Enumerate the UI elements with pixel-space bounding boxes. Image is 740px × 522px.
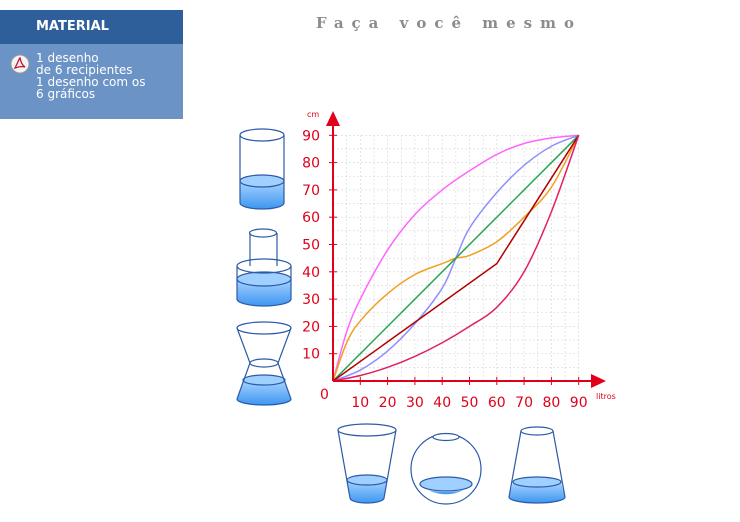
- page-title: Faça você mesmo: [316, 14, 582, 32]
- series-line-6: [332, 135, 580, 382]
- x-tick-label: 90: [570, 395, 588, 411]
- series-line-4: [332, 134, 580, 382]
- x-tick-label: 40: [433, 395, 451, 411]
- y-tick-label: 80: [302, 156, 320, 172]
- material-item[interactable]: 1 desenho com os: [36, 75, 146, 89]
- cylinder-container-icon: [239, 128, 285, 210]
- stepped-cylinder-container-icon: [236, 228, 292, 307]
- x-axis-label: litros: [596, 392, 616, 401]
- material-list: 1 desenho de 6 recipientes 1 desenho com…: [0, 44, 183, 100]
- origin-label: 0: [320, 387, 329, 403]
- pdf-icon[interactable]: [10, 54, 30, 74]
- x-tick-label: 20: [379, 395, 397, 411]
- x-tick-label: 10: [351, 395, 369, 411]
- material-item[interactable]: 1 desenho: [36, 51, 99, 65]
- series-line-1: [332, 134, 579, 382]
- sphere-container-icon: [410, 432, 482, 505]
- x-tick-label: 80: [542, 395, 560, 411]
- y-tick-label: 60: [302, 210, 320, 226]
- series-line-3: [332, 134, 580, 382]
- y-axis-label: cm: [307, 110, 319, 119]
- material-panel: MATERIAL 1 desenho de 6 recipientes 1 de…: [0, 10, 183, 119]
- y-tick-label: 10: [302, 347, 320, 363]
- x-tick-label: 30: [406, 395, 424, 411]
- chart-axes: [326, 111, 606, 388]
- y-tick-label: 20: [302, 319, 320, 335]
- cone-glass-container-icon: [337, 423, 397, 504]
- x-axis-arrow-icon: [591, 374, 606, 388]
- hourglass-container-icon: [236, 321, 292, 406]
- material-item[interactable]: 6 gráficos: [36, 87, 96, 101]
- y-tick-label: 70: [302, 183, 320, 199]
- material-header: MATERIAL: [0, 10, 183, 44]
- x-tick-label: 60: [488, 395, 506, 411]
- x-tick-label: 70: [515, 395, 533, 411]
- y-axis-arrow-icon: [326, 111, 340, 126]
- y-tick-label: 30: [302, 292, 320, 308]
- y-tick-label: 90: [302, 128, 320, 144]
- y-tick-label: 40: [302, 265, 320, 281]
- flask-container-icon: [508, 426, 566, 504]
- chart-tick-labels: 10 20 30 40 50 60 70 80 90 10 20 30 40 50 60 70 80 90: [302, 128, 587, 411]
- y-tick-label: 50: [302, 238, 320, 254]
- x-tick-label: 50: [461, 395, 479, 411]
- chart-series-group: [332, 134, 580, 382]
- series-line-5: [332, 134, 580, 382]
- material-item[interactable]: de 6 recipientes: [36, 63, 133, 77]
